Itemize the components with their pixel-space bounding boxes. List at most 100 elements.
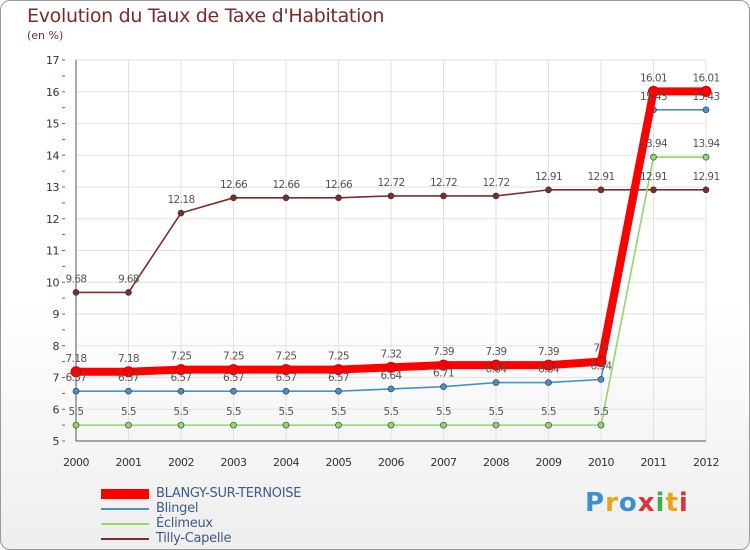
data-point xyxy=(597,376,605,383)
data-label: 5.5 xyxy=(174,406,189,418)
data-label: 7.39 xyxy=(486,346,507,358)
data-point xyxy=(440,383,447,391)
data-label: 13.94 xyxy=(640,138,668,150)
y-tick-label: 10 xyxy=(46,276,59,289)
data-point xyxy=(72,387,80,395)
data-label: 16.01 xyxy=(692,72,719,84)
y-tick-label: 14 xyxy=(46,149,59,162)
y-tick-label: 17 xyxy=(46,54,59,67)
data-label: 7.39 xyxy=(433,346,454,358)
data-point xyxy=(125,421,132,429)
data-label: 12.91 xyxy=(640,171,667,183)
data-label: 6.94 xyxy=(591,360,613,372)
data-point xyxy=(282,387,290,395)
data-point xyxy=(72,421,80,429)
data-point xyxy=(123,366,134,378)
y-tick-label: 6 xyxy=(53,403,60,416)
data-label: 15.43 xyxy=(640,91,667,103)
x-tick-label: 2012 xyxy=(693,456,719,469)
data-point xyxy=(492,379,500,386)
data-point xyxy=(490,359,502,371)
x-tick-label: 2011 xyxy=(641,456,667,469)
data-point xyxy=(282,194,290,202)
x-tick-label: 2000 xyxy=(63,456,89,469)
data-point xyxy=(702,106,710,114)
data-label: 6.57 xyxy=(171,372,192,384)
data-label: 7.25 xyxy=(223,351,244,363)
data-label: 12.72 xyxy=(430,177,457,189)
data-point xyxy=(335,194,342,202)
y-tick-label: 11 xyxy=(46,245,59,258)
data-point xyxy=(177,209,185,217)
legend-label: Éclimeux xyxy=(156,516,213,531)
data-label: 7.32 xyxy=(381,348,402,360)
data-label: 6.57 xyxy=(328,372,349,384)
data-label: 12.91 xyxy=(587,171,614,183)
data-label: 6.57 xyxy=(223,372,244,384)
data-label: 5.5 xyxy=(279,406,294,418)
data-label: 5.5 xyxy=(121,406,136,418)
x-tick-label: 2003 xyxy=(221,456,247,469)
data-label: 6.84 xyxy=(486,364,508,376)
data-label: 5.5 xyxy=(226,406,241,418)
data-point xyxy=(440,192,447,200)
legend-swatch xyxy=(101,489,149,499)
data-point xyxy=(440,421,447,429)
data-label: 7.25 xyxy=(328,351,349,363)
data-point xyxy=(597,186,605,194)
data-point xyxy=(177,387,185,395)
data-label: 15.43 xyxy=(692,91,719,103)
data-label: 6.57 xyxy=(118,372,139,384)
data-label: 6.64 xyxy=(381,370,403,382)
data-label: 5.5 xyxy=(541,406,556,418)
y-tick-label: 5 xyxy=(53,435,60,448)
data-point xyxy=(387,385,395,393)
data-label: 6.57 xyxy=(66,372,87,384)
data-point xyxy=(177,421,185,429)
data-label: 12.66 xyxy=(220,179,248,191)
chart-title: Evolution du Taux de Taxe d'Habitation xyxy=(27,5,385,27)
data-point xyxy=(228,364,239,376)
x-tick-label: 2004 xyxy=(273,456,299,469)
data-point xyxy=(650,153,657,161)
data-label: 12.66 xyxy=(325,179,353,191)
data-point xyxy=(333,364,344,376)
data-label: 5.5 xyxy=(384,406,399,418)
data-point xyxy=(545,379,552,386)
data-label: 13.94 xyxy=(692,138,720,150)
x-tick-label: 2008 xyxy=(483,456,509,469)
data-point xyxy=(492,421,500,429)
legend-label: Tilly-Capelle xyxy=(156,531,232,546)
data-point xyxy=(175,364,187,376)
data-point xyxy=(230,387,237,395)
x-tick-label: 2001 xyxy=(116,456,142,469)
data-point xyxy=(595,356,607,368)
x-tick-label: 2009 xyxy=(536,456,562,469)
data-point xyxy=(335,421,342,429)
data-label: 6.71 xyxy=(433,368,454,380)
data-point xyxy=(72,289,80,296)
data-label: 7.39 xyxy=(538,346,559,358)
data-label: 12.18 xyxy=(167,194,194,206)
data-label: 9.68 xyxy=(118,273,139,285)
y-tick-label: 16 xyxy=(46,86,59,99)
x-tick-label: 2010 xyxy=(588,456,614,469)
data-point xyxy=(280,364,292,376)
data-label: 5.5 xyxy=(594,406,609,418)
x-tick-label: 2005 xyxy=(326,456,352,469)
x-tick-label: 2007 xyxy=(431,456,457,469)
y-tick-label: 8 xyxy=(53,340,60,353)
data-point xyxy=(648,85,659,97)
legend-label: Blingel xyxy=(156,501,199,516)
data-point xyxy=(282,421,290,429)
data-label: 12.66 xyxy=(272,179,300,191)
data-label: 7.18 xyxy=(66,353,87,365)
data-label: 7.25 xyxy=(276,351,297,363)
data-label: 6.84 xyxy=(538,364,560,376)
data-point xyxy=(597,421,605,429)
chart-subtitle: (en %) xyxy=(27,29,64,42)
data-point xyxy=(700,85,712,97)
data-point xyxy=(125,387,132,395)
data-label: 5.5 xyxy=(436,406,451,418)
legend-label: BLANGY-SUR-TERNOISE xyxy=(156,486,302,501)
